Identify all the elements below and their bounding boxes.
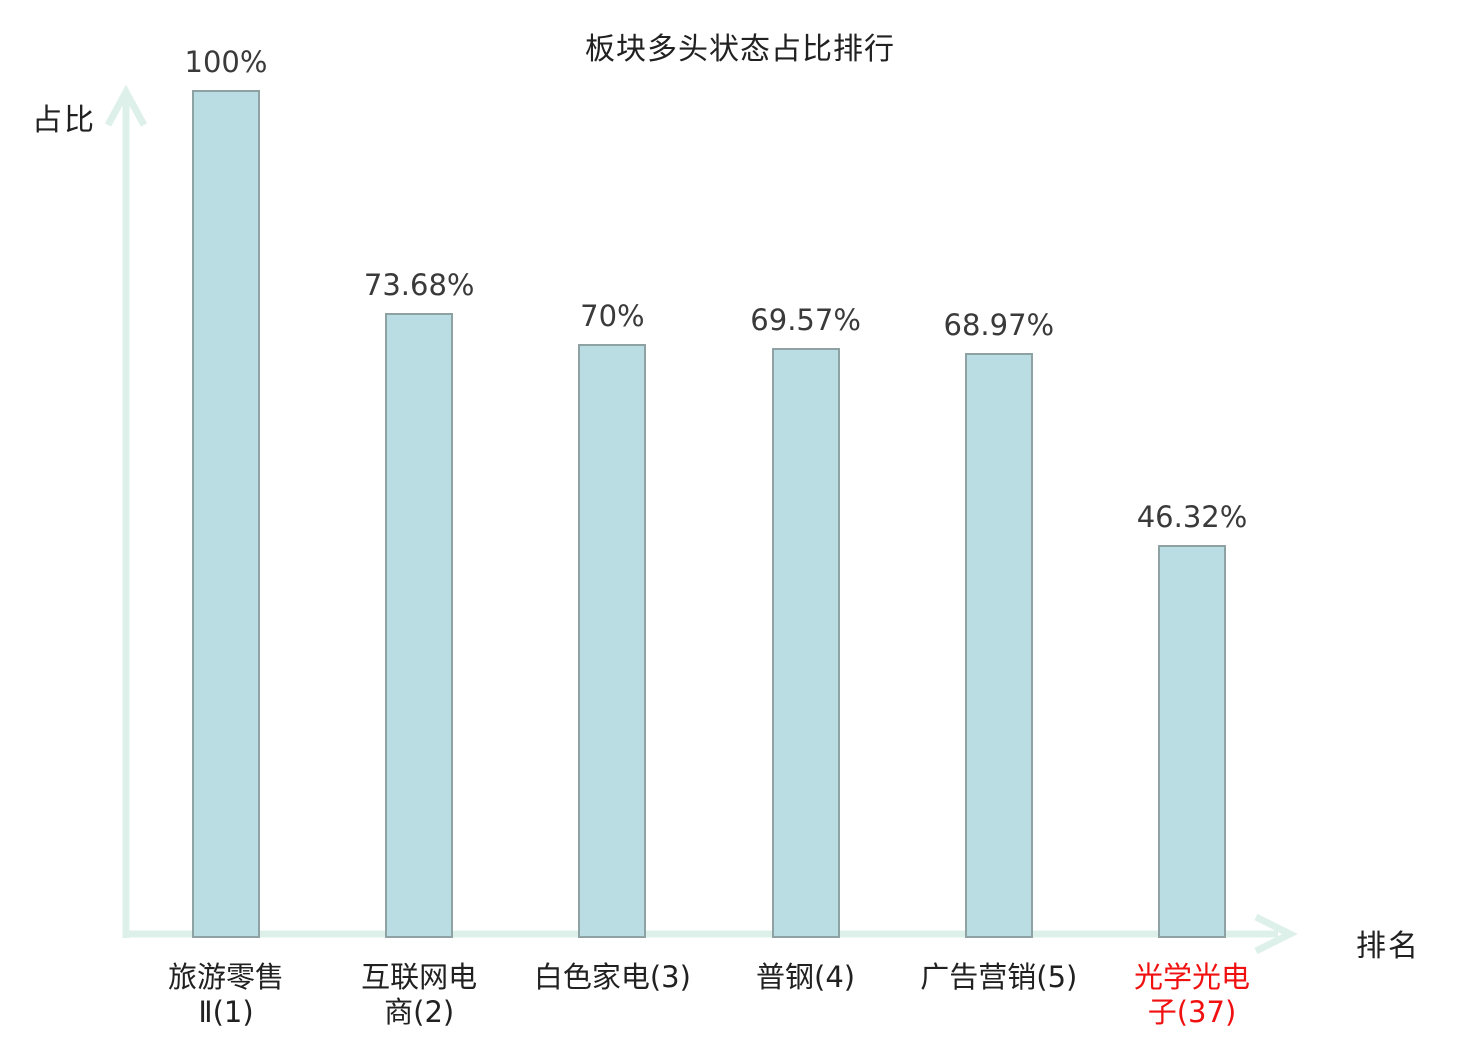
x-axis-label: 排名 — [1356, 929, 1420, 964]
bar-value-label: 69.57% — [750, 303, 861, 338]
bar-category-label: 白色家电(3) — [533, 960, 691, 994]
bar-category-label: 广告营销(5) — [920, 960, 1078, 994]
bar-value-label: 73.68% — [363, 268, 475, 303]
bar-value-label: 46.32% — [1136, 500, 1248, 535]
bar — [1158, 545, 1226, 938]
bar — [192, 90, 260, 938]
bar-category-label: 普钢(4) — [756, 960, 856, 994]
bar-value-label: 100% — [184, 45, 268, 79]
y-axis-arrow-icon — [104, 84, 148, 127]
bar-category-label: 光学光电 子(37) — [1133, 960, 1250, 1029]
bar — [385, 313, 454, 938]
bar-value-label: 68.97% — [943, 308, 1055, 343]
bar-category-label: 互联网电 商(2) — [361, 960, 478, 1029]
bar — [771, 348, 840, 938]
bar-category-label: 旅游零售 Ⅱ(1) — [167, 960, 284, 1029]
bar — [578, 344, 647, 938]
bar — [964, 353, 1033, 938]
y-axis-label: 占比 — [32, 103, 96, 138]
x-axis-arrow-icon — [1254, 913, 1298, 955]
bar-value-label: 70% — [580, 299, 645, 334]
chart-title: 板块多头状态占比排行 — [585, 32, 895, 67]
